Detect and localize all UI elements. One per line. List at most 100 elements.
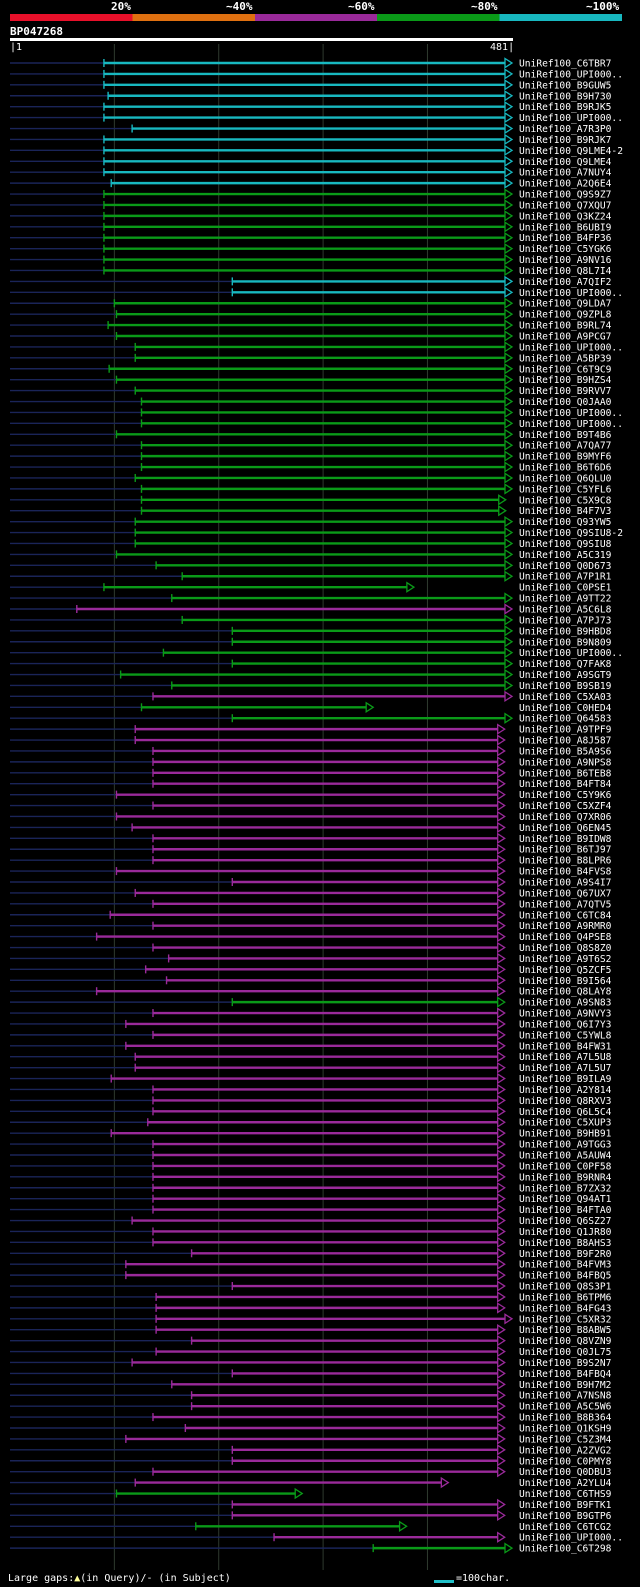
- hit-label[interactable]: UniRef100_B9I564: [519, 976, 612, 987]
- hit-label[interactable]: UniRef100_Q9LME4-2: [519, 146, 623, 157]
- hit-label[interactable]: UniRef100_Q8S8Z0: [519, 943, 612, 954]
- hit-label[interactable]: UniRef100_A9NPS8: [519, 757, 612, 768]
- hit-label[interactable]: UniRef100_A2ZVG2: [519, 1445, 611, 1456]
- hit-label[interactable]: UniRef100_C5XR32: [519, 1314, 611, 1325]
- hit-label[interactable]: UniRef100_UPI000..: [519, 113, 623, 124]
- hit-label[interactable]: UniRef100_C5Y9K6: [519, 790, 612, 801]
- hit-label[interactable]: UniRef100_Q3KZ24: [519, 211, 612, 222]
- hit-label[interactable]: UniRef100_Q8VZN9: [519, 1336, 612, 1347]
- hit-label[interactable]: UniRef100_UPI000..: [519, 69, 623, 80]
- hit-label[interactable]: UniRef100_B8B364: [519, 1413, 612, 1424]
- hit-label[interactable]: UniRef100_B4F7V3: [519, 506, 612, 517]
- hit-label[interactable]: UniRef100_Q7XR06: [519, 812, 612, 823]
- hit-label[interactable]: UniRef100_C5Z3M4: [519, 1434, 612, 1445]
- hit-label[interactable]: UniRef100_Q67UX7: [519, 888, 612, 899]
- hit-label[interactable]: UniRef100_B9RJK7: [519, 135, 612, 146]
- hit-label[interactable]: UniRef100_B4FP36: [519, 233, 612, 244]
- hit-label[interactable]: UniRef100_C5X9C8: [519, 495, 612, 506]
- hit-label[interactable]: UniRef100_B9HB91: [519, 1129, 612, 1140]
- hit-label[interactable]: UniRef100_A9S4I7: [519, 878, 612, 889]
- hit-label[interactable]: UniRef100_B9H7M2: [519, 1380, 611, 1391]
- hit-label[interactable]: UniRef100_B8ABW5: [519, 1325, 611, 1336]
- hit-label[interactable]: UniRef100_A7NUY4: [519, 168, 612, 179]
- hit-label[interactable]: UniRef100_C5YFL6: [519, 484, 612, 495]
- hit-label[interactable]: UniRef100_B4FTA0: [519, 1205, 612, 1216]
- hit-label[interactable]: UniRef100_Q9ZPL8: [519, 310, 612, 321]
- hit-label[interactable]: UniRef100_Q64583: [519, 714, 612, 725]
- hit-label[interactable]: UniRef100_A9NV16: [519, 255, 612, 266]
- hit-label[interactable]: UniRef100_B8AHS3: [519, 1238, 612, 1249]
- hit-label[interactable]: UniRef100_C5YGK6: [519, 244, 612, 255]
- hit-label[interactable]: UniRef100_A5C319: [519, 550, 612, 561]
- hit-label[interactable]: UniRef100_Q9SIU8: [519, 539, 612, 550]
- hit-label[interactable]: UniRef100_B9T4B6: [519, 430, 612, 441]
- hit-label[interactable]: UniRef100_C6T298: [519, 1544, 612, 1555]
- hit-label[interactable]: UniRef100_B9GUW5: [519, 80, 611, 91]
- hit-label[interactable]: UniRef100_UPI000..: [519, 419, 623, 430]
- hit-label[interactable]: UniRef100_A8J587: [519, 736, 612, 747]
- hit-label[interactable]: UniRef100_Q0DBU3: [519, 1467, 612, 1478]
- hit-label[interactable]: UniRef100_A2Q6E4: [519, 179, 612, 190]
- hit-label[interactable]: UniRef100_B4FVS8: [519, 867, 612, 878]
- hit-label[interactable]: UniRef100_UPI000..: [519, 288, 623, 299]
- hit-label[interactable]: UniRef100_Q8L7I4: [519, 266, 612, 277]
- hit-label[interactable]: UniRef100_B9IDW8: [519, 834, 612, 845]
- hit-label[interactable]: UniRef100_C6TCG2: [519, 1522, 611, 1533]
- hit-label[interactable]: UniRef100_C0PSE1: [519, 583, 612, 594]
- hit-label[interactable]: UniRef100_A5AUW4: [519, 1151, 612, 1162]
- hit-label[interactable]: UniRef100_B9HBD8: [519, 626, 612, 637]
- hit-label[interactable]: UniRef100_B9S2N7: [519, 1358, 612, 1369]
- hit-label[interactable]: UniRef100_B4FW31: [519, 1041, 612, 1052]
- hit-label[interactable]: UniRef100_B9F2R0: [519, 1249, 612, 1260]
- hit-label[interactable]: UniRef100_A2YLU4: [519, 1478, 612, 1489]
- hit-label[interactable]: UniRef100_C5YWL8: [519, 1030, 612, 1041]
- hit-label[interactable]: UniRef100_B6TEB8: [519, 768, 612, 779]
- hit-label[interactable]: UniRef100_Q6SZ27: [519, 1216, 612, 1227]
- hit-label[interactable]: UniRef100_B4FVM3: [519, 1260, 612, 1271]
- hit-label[interactable]: UniRef100_A9PCG7: [519, 332, 612, 343]
- hit-label[interactable]: UniRef100_B9RJK5: [519, 102, 611, 113]
- hit-label[interactable]: UniRef100_Q6L5C4: [519, 1107, 612, 1118]
- hit-label[interactable]: UniRef100_C6TC84: [519, 910, 612, 921]
- hit-label[interactable]: UniRef100_A9NVY3: [519, 1009, 612, 1020]
- hit-label[interactable]: UniRef100_Q94AT1: [519, 1194, 612, 1205]
- hit-label[interactable]: UniRef100_A7L5U8: [519, 1052, 612, 1063]
- hit-label[interactable]: UniRef100_A7QA77: [519, 441, 612, 452]
- hit-label[interactable]: UniRef100_Q6QLU0: [519, 473, 612, 484]
- hit-label[interactable]: UniRef100_Q1KSH9: [519, 1424, 612, 1435]
- hit-label[interactable]: UniRef100_A9TT22: [519, 594, 611, 605]
- hit-label[interactable]: UniRef100_C5XZF4: [519, 801, 612, 812]
- hit-label[interactable]: UniRef100_Q6EN45: [519, 823, 611, 834]
- hit-label[interactable]: UniRef100_C0PMY8: [519, 1456, 612, 1467]
- hit-label[interactable]: UniRef100_A7P1R1: [519, 572, 612, 583]
- hit-label[interactable]: UniRef100_B5A9S6: [519, 746, 612, 757]
- hit-label[interactable]: UniRef100_A5C6L8: [519, 605, 612, 616]
- hit-label[interactable]: UniRef100_C6TBR7: [519, 59, 612, 70]
- hit-label[interactable]: UniRef100_Q5ZCF5: [519, 965, 611, 976]
- hit-label[interactable]: UniRef100_B9MYF6: [519, 452, 612, 463]
- hit-label[interactable]: UniRef100_UPI000..: [519, 648, 623, 659]
- hit-label[interactable]: UniRef100_B4FBQ5: [519, 1271, 611, 1282]
- hit-label[interactable]: UniRef100_B9HZS4: [519, 375, 612, 386]
- hit-label[interactable]: UniRef100_A9TGG3: [519, 1140, 612, 1151]
- hit-label[interactable]: UniRef100_B9RVV7: [519, 386, 612, 397]
- hit-label[interactable]: UniRef100_B9H730: [519, 91, 612, 102]
- hit-label[interactable]: UniRef100_A5BP39: [519, 353, 612, 364]
- hit-label[interactable]: UniRef100_Q7FAK8: [519, 659, 612, 670]
- hit-label[interactable]: UniRef100_A7NSN8: [519, 1391, 612, 1402]
- hit-label[interactable]: UniRef100_B6TJ97: [519, 845, 612, 856]
- hit-label[interactable]: UniRef100_B8LPR6: [519, 856, 612, 867]
- hit-label[interactable]: UniRef100_UPI000..: [519, 1533, 623, 1544]
- hit-label[interactable]: UniRef100_A9TPF9: [519, 725, 612, 736]
- hit-label[interactable]: UniRef100_B9GTP6: [519, 1511, 612, 1522]
- hit-label[interactable]: UniRef100_Q9S9Z7: [519, 190, 612, 201]
- hit-label[interactable]: UniRef100_Q8LAY8: [519, 987, 612, 998]
- hit-label[interactable]: UniRef100_B9SB19: [519, 681, 612, 692]
- hit-label[interactable]: UniRef100_A5C5W6: [519, 1402, 612, 1413]
- hit-label[interactable]: UniRef100_Q9LME4: [519, 157, 612, 168]
- hit-label[interactable]: UniRef100_B6TPM6: [519, 1292, 612, 1303]
- hit-label[interactable]: UniRef100_B7ZX32: [519, 1183, 611, 1194]
- hit-label[interactable]: UniRef100_C6T9C9: [519, 364, 612, 375]
- hit-label[interactable]: UniRef100_Q9SIU8-2: [519, 528, 623, 539]
- hit-label[interactable]: UniRef100_B9N809: [519, 637, 612, 648]
